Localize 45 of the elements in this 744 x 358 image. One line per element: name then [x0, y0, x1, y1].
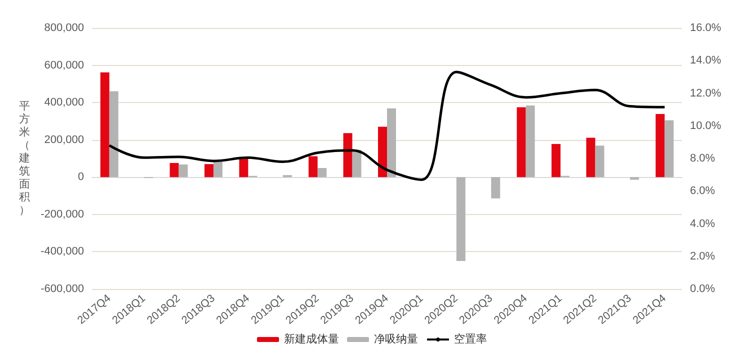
bar	[630, 177, 639, 180]
legend-label: 净吸纳量	[374, 334, 418, 346]
bar	[491, 177, 500, 198]
bar	[178, 164, 188, 178]
legend-label: 新建成体量	[284, 332, 339, 346]
bar	[552, 144, 561, 178]
legend-label: 空置率	[454, 332, 487, 346]
y2-tick-label: 6.0%	[690, 185, 716, 198]
y2-tick-label: 8.0%	[690, 152, 716, 164]
bar	[239, 157, 248, 178]
bar	[378, 126, 387, 178]
text: 平方米（建筑面积）	[19, 100, 30, 216]
y-tick-label: 800,000	[44, 22, 84, 34]
y-tick-label: 400,000	[44, 96, 84, 109]
y-tick-label: -600,000	[40, 283, 84, 295]
bar	[526, 106, 535, 178]
bar	[456, 177, 466, 262]
y2-tick-label: 0.0%	[690, 283, 716, 295]
bar	[343, 133, 352, 178]
y2-tick-label: 2.0%	[690, 250, 716, 262]
bar	[516, 107, 526, 178]
bar	[318, 168, 327, 178]
bar	[109, 91, 118, 178]
bar	[586, 138, 596, 178]
y-tick-label: 200,000	[44, 134, 84, 146]
y-tick-label: -400,000	[40, 246, 84, 258]
line-series	[108, 70, 666, 181]
y2-tick-label: 4.0%	[690, 218, 716, 230]
y2-tick-label: 14.0%	[690, 54, 722, 67]
bar	[170, 162, 179, 178]
bar	[656, 114, 665, 178]
bar	[664, 120, 674, 178]
bar	[595, 146, 604, 178]
bar	[387, 108, 396, 178]
y2-tick-label: 10.0%	[690, 120, 722, 132]
bar	[308, 156, 318, 178]
y2-tick-label: 16.0%	[690, 22, 722, 34]
y-tick-label: -200,000	[40, 208, 84, 220]
bar	[213, 162, 222, 178]
bar	[100, 72, 110, 178]
bar	[204, 164, 214, 178]
y-tick-label: 0	[78, 171, 84, 184]
y2-tick-label: 12.0%	[690, 87, 722, 100]
bar	[352, 150, 362, 178]
y-tick-label: 600,000	[44, 59, 84, 72]
